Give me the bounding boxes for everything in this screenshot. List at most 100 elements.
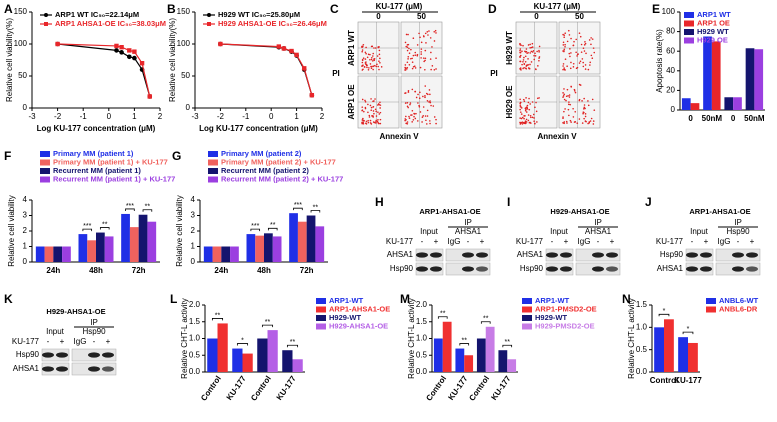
flow-y-label: PI xyxy=(332,69,340,78)
event-dot xyxy=(533,54,535,57)
event-dot xyxy=(564,32,567,35)
y-tick-label: 150 xyxy=(14,7,28,16)
band xyxy=(416,252,428,258)
bar xyxy=(711,41,721,110)
event-dot xyxy=(378,49,381,52)
event-dot xyxy=(365,120,368,123)
event-dot xyxy=(530,46,533,49)
event-dot xyxy=(370,65,372,68)
y-tick-label: 0.0 xyxy=(416,367,428,376)
row-label: AHSA1 xyxy=(387,250,414,259)
significance-bracket xyxy=(142,209,153,212)
event-dot xyxy=(536,50,538,53)
legend-label: Recurrent MM (patient 2) xyxy=(221,166,309,175)
y-tick-label: 0.0 xyxy=(636,367,648,376)
event-dot xyxy=(422,106,425,108)
significance-bracket xyxy=(236,343,249,346)
row-label: AHSA1 xyxy=(517,250,544,259)
y-axis-label: Relative CHT-L activity xyxy=(407,298,416,379)
event-dot xyxy=(368,67,370,69)
treatment-label: KU-177 xyxy=(386,237,414,246)
x-tick-label: 50nM xyxy=(744,114,765,123)
input-label: Input xyxy=(46,327,65,336)
y-tick-label: 100 xyxy=(177,39,191,48)
event-dot xyxy=(563,36,565,39)
panel-letter: G xyxy=(172,149,181,163)
event-dot xyxy=(367,121,370,124)
event-dot xyxy=(533,58,536,61)
event-dot xyxy=(363,110,365,113)
event-dot xyxy=(369,63,372,65)
event-dot xyxy=(405,33,408,36)
point xyxy=(132,55,137,61)
flow-header: KU-177 (μM) xyxy=(534,2,581,11)
point xyxy=(126,54,132,60)
event-dot xyxy=(563,98,566,101)
legend-label: Recurrent MM (patient 1) xyxy=(53,166,141,175)
lane-label: - xyxy=(551,237,554,246)
y-tick-label: 1.0 xyxy=(636,322,648,331)
lane-label: + xyxy=(750,237,755,246)
event-dot xyxy=(369,53,371,56)
bar xyxy=(272,236,282,262)
y-tick-label: 1.5 xyxy=(189,317,201,326)
legend-swatch xyxy=(316,306,326,313)
event-dot xyxy=(372,65,374,68)
event-dot xyxy=(585,120,587,123)
significance-bracket xyxy=(480,321,491,324)
legend-label: H929 AHSA1-OE IC₅₀=26.46μM xyxy=(218,19,327,28)
event-dot xyxy=(534,55,537,57)
event-dot xyxy=(582,47,585,50)
y-tick-label: 2 xyxy=(191,226,196,235)
event-dot xyxy=(435,57,437,59)
event-dot xyxy=(412,65,415,68)
y-tick-label: 1.0 xyxy=(189,334,201,343)
event-dot xyxy=(372,52,375,55)
event-dot xyxy=(591,38,594,40)
event-dot xyxy=(406,44,409,46)
band xyxy=(102,366,114,372)
event-dot xyxy=(419,36,421,39)
event-dot xyxy=(364,62,367,64)
series-line xyxy=(220,43,313,96)
panel-letter: J xyxy=(645,195,652,209)
y-axis-label: Relative cell viability xyxy=(7,195,16,267)
event-dot xyxy=(562,94,565,97)
event-dot xyxy=(525,111,528,113)
event-dot xyxy=(416,120,419,122)
event-dot xyxy=(519,121,521,124)
event-dot xyxy=(428,101,430,103)
event-dot xyxy=(525,97,527,99)
event-dot xyxy=(379,61,381,64)
x-tick-label: -1 xyxy=(242,112,250,121)
bar xyxy=(433,338,443,372)
bar xyxy=(121,213,130,262)
event-dot xyxy=(404,64,407,66)
event-dot xyxy=(424,49,427,52)
flow-x-label: Annexin V xyxy=(379,132,419,141)
row-label: H929 WT xyxy=(505,31,514,65)
band xyxy=(546,266,558,272)
event-dot xyxy=(405,118,407,121)
event-dot xyxy=(525,65,528,67)
event-dot xyxy=(425,119,427,122)
significance-label: * xyxy=(663,308,666,315)
legend-marker xyxy=(44,22,48,26)
lane-label: - xyxy=(421,237,424,246)
event-dot xyxy=(408,115,410,118)
event-dot xyxy=(407,33,409,36)
event-dot xyxy=(569,48,571,50)
event-dot xyxy=(376,55,379,57)
bar xyxy=(78,234,88,262)
bar xyxy=(44,246,54,262)
event-dot xyxy=(361,50,363,53)
significance-label: ** xyxy=(440,311,446,318)
event-dot xyxy=(408,63,411,66)
input-label: Input xyxy=(420,227,439,236)
event-dot xyxy=(373,59,376,62)
event-dot xyxy=(367,119,369,122)
event-dot xyxy=(562,92,564,94)
event-dot xyxy=(563,110,565,113)
event-dot xyxy=(367,53,370,56)
event-dot xyxy=(563,67,565,69)
